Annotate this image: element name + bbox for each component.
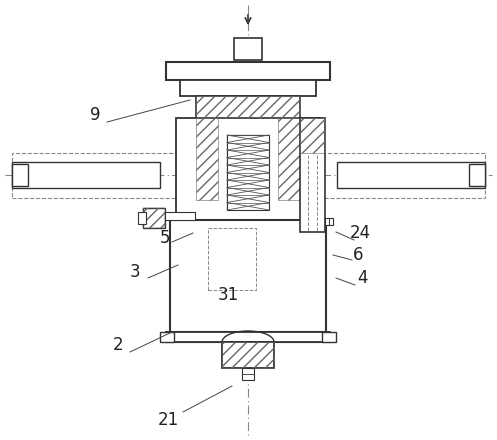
Bar (337, 162, 485, 188)
Bar (242, 368, 254, 380)
Bar (227, 135, 269, 210)
Bar (208, 228, 256, 290)
Text: 5: 5 (160, 229, 170, 247)
Bar (222, 342, 274, 368)
Bar (222, 342, 274, 368)
Bar (325, 218, 333, 225)
Bar (170, 220, 326, 332)
Text: 9: 9 (90, 106, 100, 124)
Bar (12, 162, 160, 188)
Bar (322, 332, 336, 342)
Bar (469, 164, 485, 186)
Text: 4: 4 (357, 269, 367, 287)
Bar (143, 208, 165, 228)
Text: 2: 2 (113, 336, 123, 354)
Bar (165, 212, 195, 220)
Text: 24: 24 (349, 224, 371, 242)
Bar (196, 96, 300, 118)
Text: 3: 3 (130, 263, 140, 281)
Bar (138, 212, 146, 224)
Bar (278, 118, 300, 200)
Bar (300, 118, 325, 153)
Bar (300, 118, 325, 232)
Bar (180, 80, 316, 96)
Bar (234, 38, 262, 60)
Bar (12, 164, 28, 186)
Text: 31: 31 (217, 286, 239, 304)
Bar (160, 332, 174, 342)
Text: 6: 6 (353, 246, 363, 264)
Bar (196, 118, 218, 200)
Bar (176, 118, 320, 220)
Text: 21: 21 (158, 411, 178, 429)
Bar (143, 208, 165, 228)
Bar (166, 62, 330, 80)
Bar (12, 153, 485, 198)
Bar (166, 332, 330, 342)
Bar (196, 96, 300, 118)
Bar (227, 135, 269, 210)
